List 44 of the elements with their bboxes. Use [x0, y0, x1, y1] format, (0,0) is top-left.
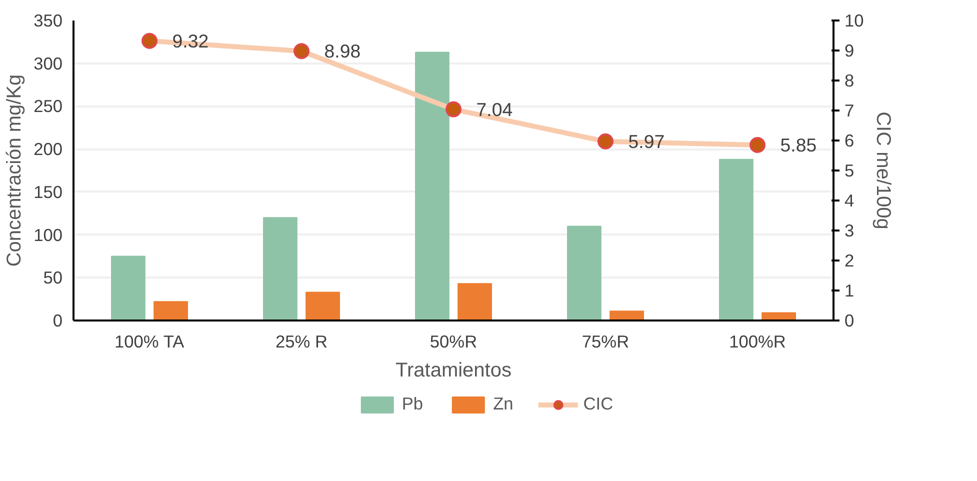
bar: [263, 217, 298, 320]
x-tick-label: 100%R: [729, 332, 786, 352]
y-tick-label: 0: [52, 310, 63, 330]
y2-tick-label: 6: [844, 130, 854, 150]
bar: [610, 310, 644, 320]
x-tick-label: 25% R: [275, 332, 328, 352]
data-label: 5.85: [780, 134, 817, 156]
y2-tick-label: 0: [844, 310, 854, 330]
y2-axis-title: CIC me/100g: [872, 112, 894, 230]
bar: [306, 292, 340, 320]
y-tick-label: 300: [34, 53, 63, 74]
y2-tick-label: 2: [844, 250, 854, 270]
y-tick-label: 350: [34, 10, 63, 30]
y2-tick-label: 10: [844, 10, 864, 30]
y2-tick-label: 9: [844, 40, 854, 60]
bar: [458, 283, 492, 320]
data-label: 7.04: [476, 98, 513, 120]
y2-tick-label: 1: [844, 280, 854, 300]
bar: [154, 301, 188, 320]
y-axis-title: Concentración mg/Kg: [4, 74, 26, 267]
y2-tick-label: 7: [844, 100, 854, 120]
x-tick-label: 50%R: [430, 332, 478, 352]
bar: [567, 226, 602, 320]
y-tick-label: 200: [34, 139, 63, 160]
bar: [111, 256, 146, 320]
y-tick-label: 100: [34, 224, 63, 245]
x-axis-title: Tratamientos: [396, 360, 512, 382]
x-tick-label: 75%R: [582, 332, 630, 352]
legend-label: Zn: [493, 394, 514, 414]
x-tick-label: 100% TA: [114, 332, 185, 352]
data-label: 8.98: [324, 40, 361, 62]
data-label: 5.97: [628, 130, 665, 152]
y2-tick-label: 4: [844, 190, 854, 210]
y2-tick-label: 8: [844, 70, 854, 90]
legend-label: CIC: [583, 394, 614, 414]
y-tick-label: 150: [34, 182, 63, 202]
bar: [719, 158, 754, 320]
y2-tick-label: 5: [844, 160, 854, 180]
legend-label: Pb: [402, 394, 424, 414]
y-tick-label: 50: [43, 268, 63, 288]
y2-tick-label: 3: [844, 220, 854, 240]
data-label: 9.32: [172, 30, 209, 52]
bar: [415, 52, 450, 320]
y-tick-label: 250: [34, 96, 63, 116]
